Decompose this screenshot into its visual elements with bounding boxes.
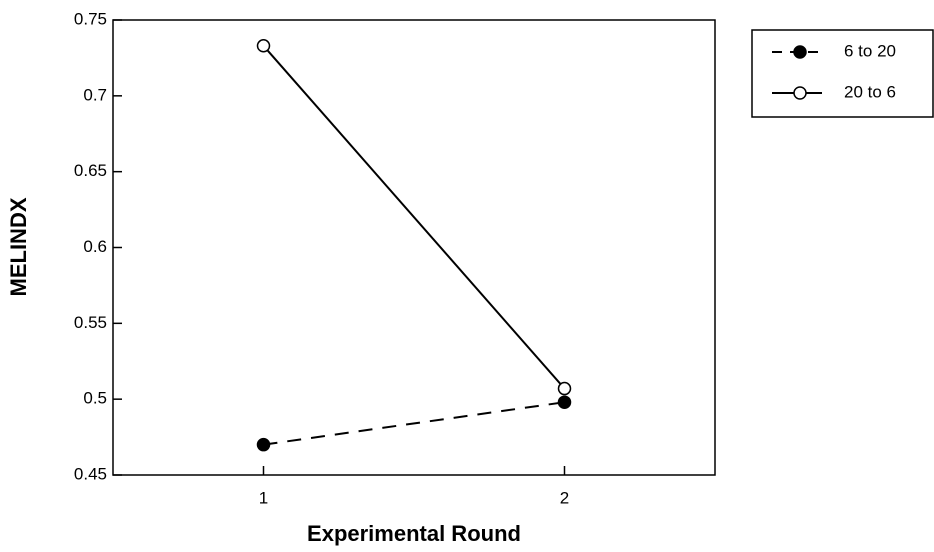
y-tick-label: 0.65	[74, 161, 107, 180]
series-line	[262, 45, 566, 390]
marker	[793, 86, 807, 100]
x-tick-label: 1	[259, 488, 268, 507]
marker	[256, 437, 271, 452]
marker	[557, 381, 572, 396]
plot-frame	[112, 19, 716, 476]
series-line	[263, 401, 565, 446]
marker	[793, 45, 807, 59]
y-tick-label: 0.6	[83, 237, 107, 256]
y-tick-label: 0.7	[83, 85, 107, 104]
x-axis-title: Experimental Round	[307, 521, 521, 546]
legend-label: 6 to 20	[844, 41, 896, 60]
marker	[256, 39, 271, 53]
y-tick-label: 0.45	[74, 464, 107, 483]
legend-label: 20 to 6	[844, 82, 896, 101]
y-tick-label: 0.55	[74, 313, 107, 332]
x-tick-label: 2	[560, 488, 569, 507]
y-tick-label: 0.75	[74, 9, 107, 28]
y-tick-label: 0.5	[83, 389, 107, 408]
marker	[557, 395, 572, 409]
y-axis-title: MELINDX	[6, 197, 31, 296]
legend-box	[751, 29, 934, 118]
